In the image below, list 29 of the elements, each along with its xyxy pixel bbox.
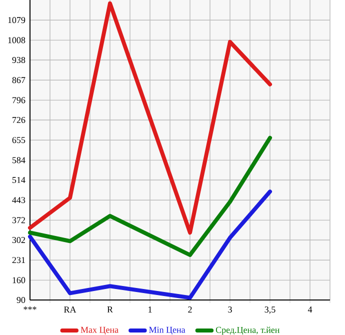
x-tick-label: RA — [64, 306, 76, 312]
y-tick-label: 1079 — [8, 17, 26, 24]
y-tick-label: 726 — [12, 116, 26, 124]
x-tick-label: 2 — [188, 306, 192, 312]
y-tick-label: 372 — [12, 217, 25, 224]
legend-label: Max Цена — [80, 326, 118, 335]
y-tick-label: 1008 — [8, 37, 26, 44]
y-tick-label: 443 — [12, 197, 26, 204]
x-tick-label: *** — [24, 306, 36, 310]
x-tick-label: 3,5 — [264, 306, 276, 314]
legend-label: Min Цена — [149, 326, 186, 335]
line-series — [28, 136, 272, 257]
y-tick-label: 796 — [12, 97, 26, 104]
y-tick-label: 584 — [12, 157, 26, 164]
x-tick-label: 4 — [308, 306, 312, 312]
y-tick-label: 231 — [12, 257, 25, 264]
y-tick-label: 160 — [12, 277, 26, 284]
y-tick-label: 655 — [12, 137, 26, 144]
line-series — [28, 1, 272, 235]
y-tick-label: 938 — [12, 56, 26, 64]
line-series — [28, 190, 272, 300]
legend-label: Сред.Цена, т.йен — [216, 326, 280, 335]
y-tick-label: 514 — [12, 176, 26, 184]
x-tick-label: 1 — [148, 306, 152, 312]
x-tick-label: R — [107, 306, 113, 312]
y-tick-label: 90 — [16, 296, 26, 304]
y-tick-label: 302 — [12, 236, 25, 244]
y-tick-label: 867 — [12, 77, 26, 84]
x-tick-label: 3 — [228, 306, 232, 313]
